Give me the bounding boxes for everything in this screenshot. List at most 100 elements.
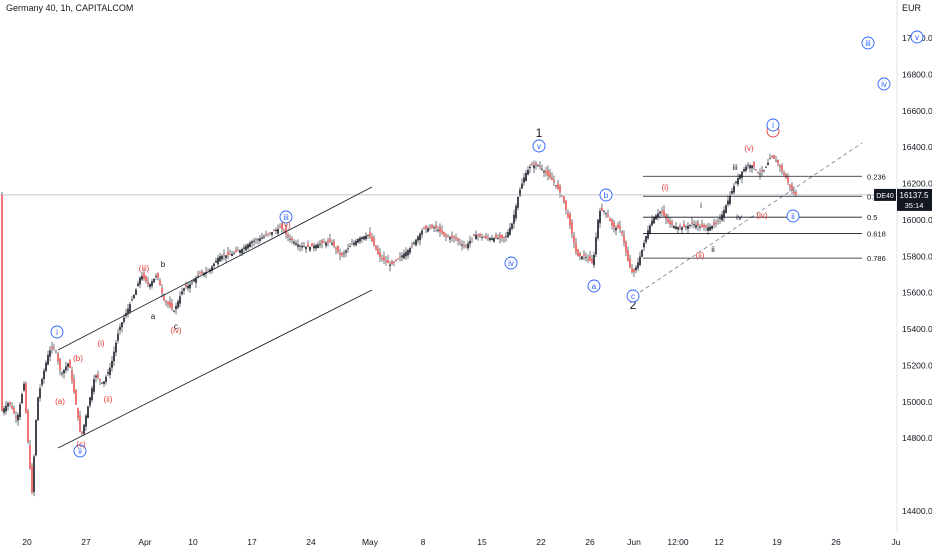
candle-body <box>267 233 269 235</box>
candle-body <box>361 237 363 239</box>
candle-body <box>231 253 233 257</box>
candle-body <box>425 225 427 229</box>
candle-body <box>467 243 469 249</box>
candle-body <box>169 301 171 307</box>
candle-body <box>441 230 443 234</box>
candle-body <box>87 406 89 419</box>
candle-body <box>61 372 63 374</box>
y-tick-label: 16200.0 <box>902 179 932 189</box>
candle-body <box>29 444 31 469</box>
candle-body <box>317 244 319 249</box>
candle-body <box>237 250 239 252</box>
candle-body <box>501 235 503 239</box>
candle-body <box>635 267 637 271</box>
candle-body <box>617 224 619 229</box>
candle-body <box>675 226 677 230</box>
candle-body <box>631 268 633 273</box>
candle-body <box>75 390 77 405</box>
wave-label: iii <box>732 163 738 172</box>
candle-body <box>367 234 369 236</box>
candle-body <box>735 181 737 183</box>
candle-body <box>705 225 707 228</box>
candle-body <box>287 234 289 237</box>
candle-body <box>481 237 483 238</box>
candle-body <box>305 246 307 249</box>
candle-body <box>769 158 771 160</box>
candle-body <box>3 408 5 413</box>
candle-body <box>199 272 201 275</box>
candle-body <box>469 240 471 244</box>
candle-body <box>17 414 19 421</box>
wave-label: a <box>592 282 597 291</box>
candle-body <box>201 271 203 274</box>
candle-body <box>145 276 147 282</box>
candle-body <box>533 165 535 169</box>
candle-body <box>517 197 519 208</box>
wave-label: (ii) <box>696 251 705 260</box>
candle-body <box>609 218 611 222</box>
wave-label: iv <box>508 259 514 268</box>
candle-body <box>63 369 65 374</box>
candle-body <box>315 245 317 249</box>
x-tick-label: 10 <box>188 537 198 547</box>
candle-body <box>309 246 311 251</box>
wave-label: (i) <box>97 339 104 348</box>
candle-body <box>685 226 687 228</box>
candle-body <box>123 317 125 322</box>
candle-body <box>645 236 647 243</box>
candle-body <box>777 160 779 164</box>
candle-body <box>71 370 73 381</box>
candle-body <box>137 283 139 287</box>
candle-body <box>581 256 583 260</box>
x-tick-label: 17 <box>247 537 257 547</box>
candle-body <box>751 165 753 169</box>
candle-body <box>277 228 279 234</box>
candle-body <box>43 370 45 380</box>
candle-body <box>579 253 581 257</box>
candle-body <box>115 342 117 353</box>
x-tick-label: 15 <box>477 537 487 547</box>
candle-body <box>129 304 131 312</box>
candle-body <box>421 230 423 235</box>
wave-label: ii <box>78 447 82 456</box>
candle-body <box>765 166 767 168</box>
candle-body <box>389 264 391 267</box>
candle-body <box>793 191 795 194</box>
wave-label-circle <box>786 209 800 223</box>
candle-body <box>615 227 617 231</box>
candle-body <box>191 282 193 284</box>
candle-body <box>395 259 397 261</box>
candle-body <box>49 350 51 357</box>
candle-body <box>13 408 15 414</box>
fib-level-label: 0.5 <box>867 213 877 222</box>
candle-body <box>411 245 413 247</box>
price-tag-price: 16137.5 <box>900 191 929 200</box>
wave-label-circle <box>279 210 293 224</box>
candle-body <box>771 155 773 158</box>
candle-body <box>185 285 187 288</box>
candle-body <box>647 230 649 239</box>
candle-body <box>93 379 95 392</box>
candle-body <box>463 245 465 247</box>
candle-body <box>677 227 679 230</box>
candle-body <box>173 310 175 312</box>
candle-body <box>623 235 625 243</box>
y-tick-label: 16800.0 <box>902 69 932 79</box>
candle-body <box>335 247 337 250</box>
candle-body <box>763 169 765 171</box>
y-tick-label: 14400.0 <box>902 506 932 516</box>
x-tick-label: 27 <box>81 537 91 547</box>
candle-body <box>521 183 523 189</box>
candle-body <box>155 275 157 277</box>
candle-body <box>565 200 567 210</box>
candle-body <box>447 235 449 237</box>
candle-body <box>547 170 549 176</box>
candle-body <box>327 240 329 243</box>
candle-body <box>157 272 159 279</box>
candle-body <box>31 465 33 493</box>
candle-body <box>479 233 481 237</box>
candle-body <box>45 362 47 371</box>
wave-label: b <box>161 260 166 269</box>
candle-body <box>53 347 55 349</box>
